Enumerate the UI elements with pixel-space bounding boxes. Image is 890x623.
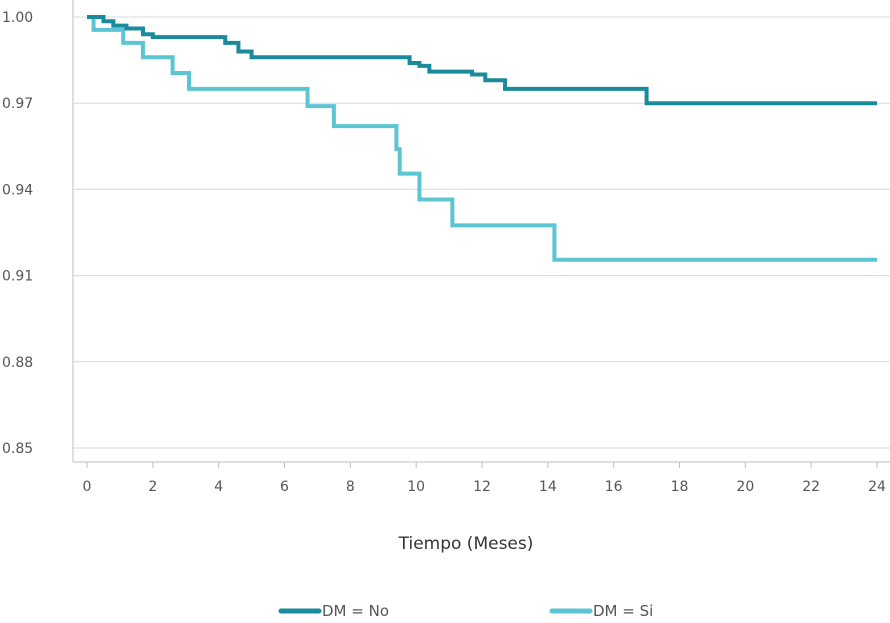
y-tick-label: 0.91	[2, 269, 33, 285]
x-tick-label: 20	[736, 479, 754, 495]
series-lines	[87, 15, 877, 262]
x-tick-label: 18	[671, 479, 689, 495]
y-tick-label: 0.97	[2, 96, 33, 112]
x-tick-label: 12	[473, 479, 491, 495]
x-tick-label: 0	[83, 479, 92, 495]
series-line-dm-no	[87, 15, 877, 106]
y-tick-label: 0.88	[2, 355, 33, 371]
x-tick-label: 4	[214, 479, 223, 495]
series-line-dm-si	[87, 15, 877, 262]
x-tick-label: 8	[346, 479, 355, 495]
legend-label: DM = Si	[593, 602, 653, 620]
y-tick-label: 1.00	[2, 10, 33, 26]
y-tick-label: 0.94	[2, 182, 33, 198]
legend-label: DM = No	[322, 602, 389, 620]
x-tick-label: 22	[802, 479, 820, 495]
x-axis-title: Tiempo (Meses)	[398, 534, 534, 554]
x-tick-label: 14	[539, 479, 557, 495]
x-tick-label: 2	[148, 479, 157, 495]
gridlines	[73, 16, 890, 449]
x-tick-label: 16	[605, 479, 623, 495]
axes: 0.850.880.910.940.971.000 2 4 6 8 10 12 14 16 18 2…	[2, 0, 890, 495]
x-tick-label: 6	[280, 479, 289, 495]
x-tick-label: 24	[868, 479, 886, 495]
x-tick-label: 10	[407, 479, 425, 495]
y-tick-label: 0.85	[2, 441, 33, 457]
legend: DM = No DM = Si	[278, 602, 653, 620]
